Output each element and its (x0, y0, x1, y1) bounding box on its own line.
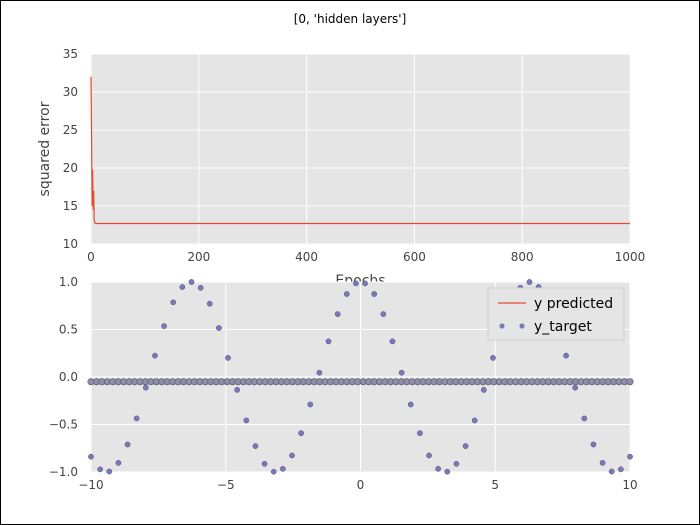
y-target-point (490, 355, 496, 361)
y-target-point (371, 291, 378, 297)
y-target-point (152, 352, 158, 359)
y-target-point (216, 325, 222, 331)
y-predicted-point (626, 378, 634, 386)
legend-box (487, 287, 625, 341)
y-target-point (261, 460, 268, 467)
pred-ytick-label: 1.0 (59, 275, 78, 289)
legend-entries: y predicted y_target (498, 296, 613, 335)
y-target-point (599, 460, 606, 466)
y-target-point (133, 415, 140, 422)
loss-curve-line (90, 76, 630, 225)
y-target-point (362, 280, 368, 287)
y-target-point (179, 284, 186, 290)
y-target-point (581, 415, 588, 422)
y-target-point (115, 460, 122, 466)
y-target-point (462, 443, 469, 449)
loss-xtick-label: 200 (187, 250, 210, 264)
legend-y-target-label: y_target (534, 319, 592, 335)
loss-xtick-label: 0 (87, 250, 95, 264)
legend: y predicted y_target (487, 287, 625, 341)
loss-xtick-label: 800 (511, 250, 534, 264)
prediction-plot-ticks: −10 −5 0 5 10 1.0 0.5 0.0 −0.5 −1.0 (49, 275, 638, 492)
y-target-point (307, 401, 314, 408)
y-target-point (526, 279, 533, 285)
loss-ytick-label: 30 (63, 85, 78, 99)
y-target-point (417, 430, 423, 437)
y-target-point (124, 441, 131, 448)
loss-ytick-label: 35 (63, 47, 78, 61)
pred-xtick-label: −5 (217, 478, 235, 492)
y-target-point (453, 460, 460, 467)
y-target-point (627, 453, 633, 460)
y-target-point (279, 465, 286, 472)
y-target-point (343, 291, 350, 297)
pred-ytick-label: 0.0 (59, 370, 78, 384)
y-target-point (426, 452, 432, 459)
y-target-point (88, 453, 94, 460)
y-target-point (471, 417, 478, 424)
pred-xtick-label: −10 (78, 478, 103, 492)
y-target-point (270, 468, 277, 475)
y-target-point (170, 299, 177, 306)
y-target-point (97, 466, 103, 473)
y-target-point (407, 401, 414, 408)
y-target-point (618, 466, 624, 473)
legend-y-target-marker (499, 323, 505, 329)
y-target-point (197, 284, 204, 291)
pred-ytick-label: −1.0 (49, 465, 78, 479)
y-target-point (161, 323, 167, 329)
y-target-point (325, 338, 332, 345)
loss-ytick-label: 20 (63, 161, 78, 175)
y-target-point (398, 369, 405, 376)
pred-xtick-label: 5 (491, 478, 499, 492)
y-target-point (106, 468, 113, 475)
y-target-point (444, 468, 451, 475)
y-target-point (608, 468, 615, 475)
y-target-point (243, 417, 250, 424)
loss-plot-ylabel: squared error (37, 101, 53, 196)
pred-xtick-label: 10 (622, 478, 637, 492)
prediction-plot-grid (90, 281, 631, 473)
y-target-point (298, 430, 304, 437)
loss-plot-ticks: 0 200 400 600 800 1000 10 15 20 25 30 35 (63, 47, 646, 264)
figure-suptitle: [0, 'hidden layers'] (294, 12, 407, 26)
y-target-point (206, 300, 213, 307)
pred-ytick-label: 0.5 (59, 323, 78, 337)
y-target-point (316, 369, 323, 376)
prediction-plot: −10 −5 0 5 10 1.0 0.5 0.0 −0.5 −1.0 y predicted y_… (49, 275, 638, 492)
loss-xtick-label: 1000 (615, 250, 646, 264)
prediction-plot-marks (87, 279, 634, 475)
loss-xtick-label: 600 (403, 250, 426, 264)
loss-ytick-label: 15 (63, 199, 78, 213)
pred-ytick-label: −0.5 (49, 418, 78, 432)
y-target-point (380, 311, 387, 317)
legend-y-target-marker (519, 323, 525, 329)
y-target-point (572, 384, 579, 391)
pred-xtick-label: 0 (357, 478, 365, 492)
y-target-point (435, 465, 442, 472)
loss-ytick-label: 25 (63, 123, 78, 137)
y-target-point (252, 443, 259, 449)
y-target-point (188, 279, 195, 285)
y-target-point (590, 441, 597, 448)
y-target-point (234, 387, 241, 393)
y-target-point (225, 355, 231, 361)
y-target-point (142, 384, 149, 391)
y-target-point (289, 452, 295, 459)
y-target-point (389, 338, 396, 345)
loss-ytick-label: 10 (63, 237, 78, 251)
loss-plot-grid (90, 53, 631, 245)
y-target-point (480, 387, 487, 393)
y-target-point (563, 352, 569, 359)
y-target-point (334, 311, 341, 317)
loss-plot-marks (90, 76, 630, 225)
loss-xtick-label: 400 (295, 250, 318, 264)
y-target-point (353, 280, 359, 287)
legend-y-predicted-label: y predicted (534, 296, 613, 312)
loss-plot-background (91, 54, 630, 244)
